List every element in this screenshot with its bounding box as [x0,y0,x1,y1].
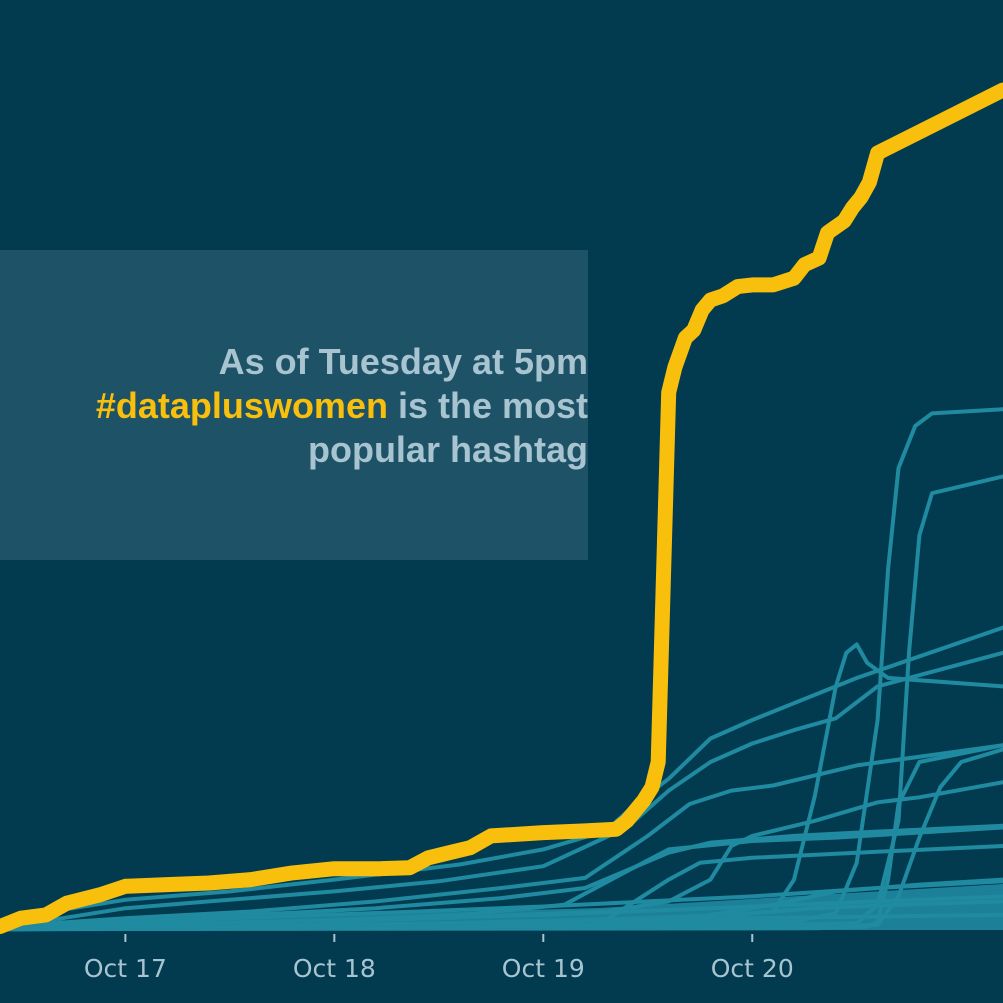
x-tick-label: Oct 17 [84,954,167,983]
annotation-box: As of Tuesday at 5pm #datapluswomen is t… [0,250,588,560]
annotation-line-2: #datapluswomen is the most [96,384,588,428]
series-line-8 [0,747,1003,932]
annotation-text: As of Tuesday at 5pm #datapluswomen is t… [96,340,588,472]
highlight-series-group [0,82,1003,935]
annotation-hashtag: #datapluswomen [95,385,388,426]
x-tick-label: Oct 20 [711,954,794,983]
other-series-group [0,407,1003,932]
annotation-line-2-rest: is the most [387,385,588,426]
series-line-3 [0,743,1003,929]
annotation-line-1: As of Tuesday at 5pm [218,341,588,382]
series-line-15 [0,879,1003,929]
x-axis: Oct 17 Oct 18 Oct 19 Oct 20 [84,934,794,983]
x-tick-label: Oct 19 [502,954,585,983]
annotation-line-3: popular hashtag [307,429,588,470]
x-tick-label: Oct 18 [293,954,376,983]
series-line-16 [0,894,1003,931]
series-line-17 [0,912,1003,932]
datapluswomen-line [0,82,1003,935]
